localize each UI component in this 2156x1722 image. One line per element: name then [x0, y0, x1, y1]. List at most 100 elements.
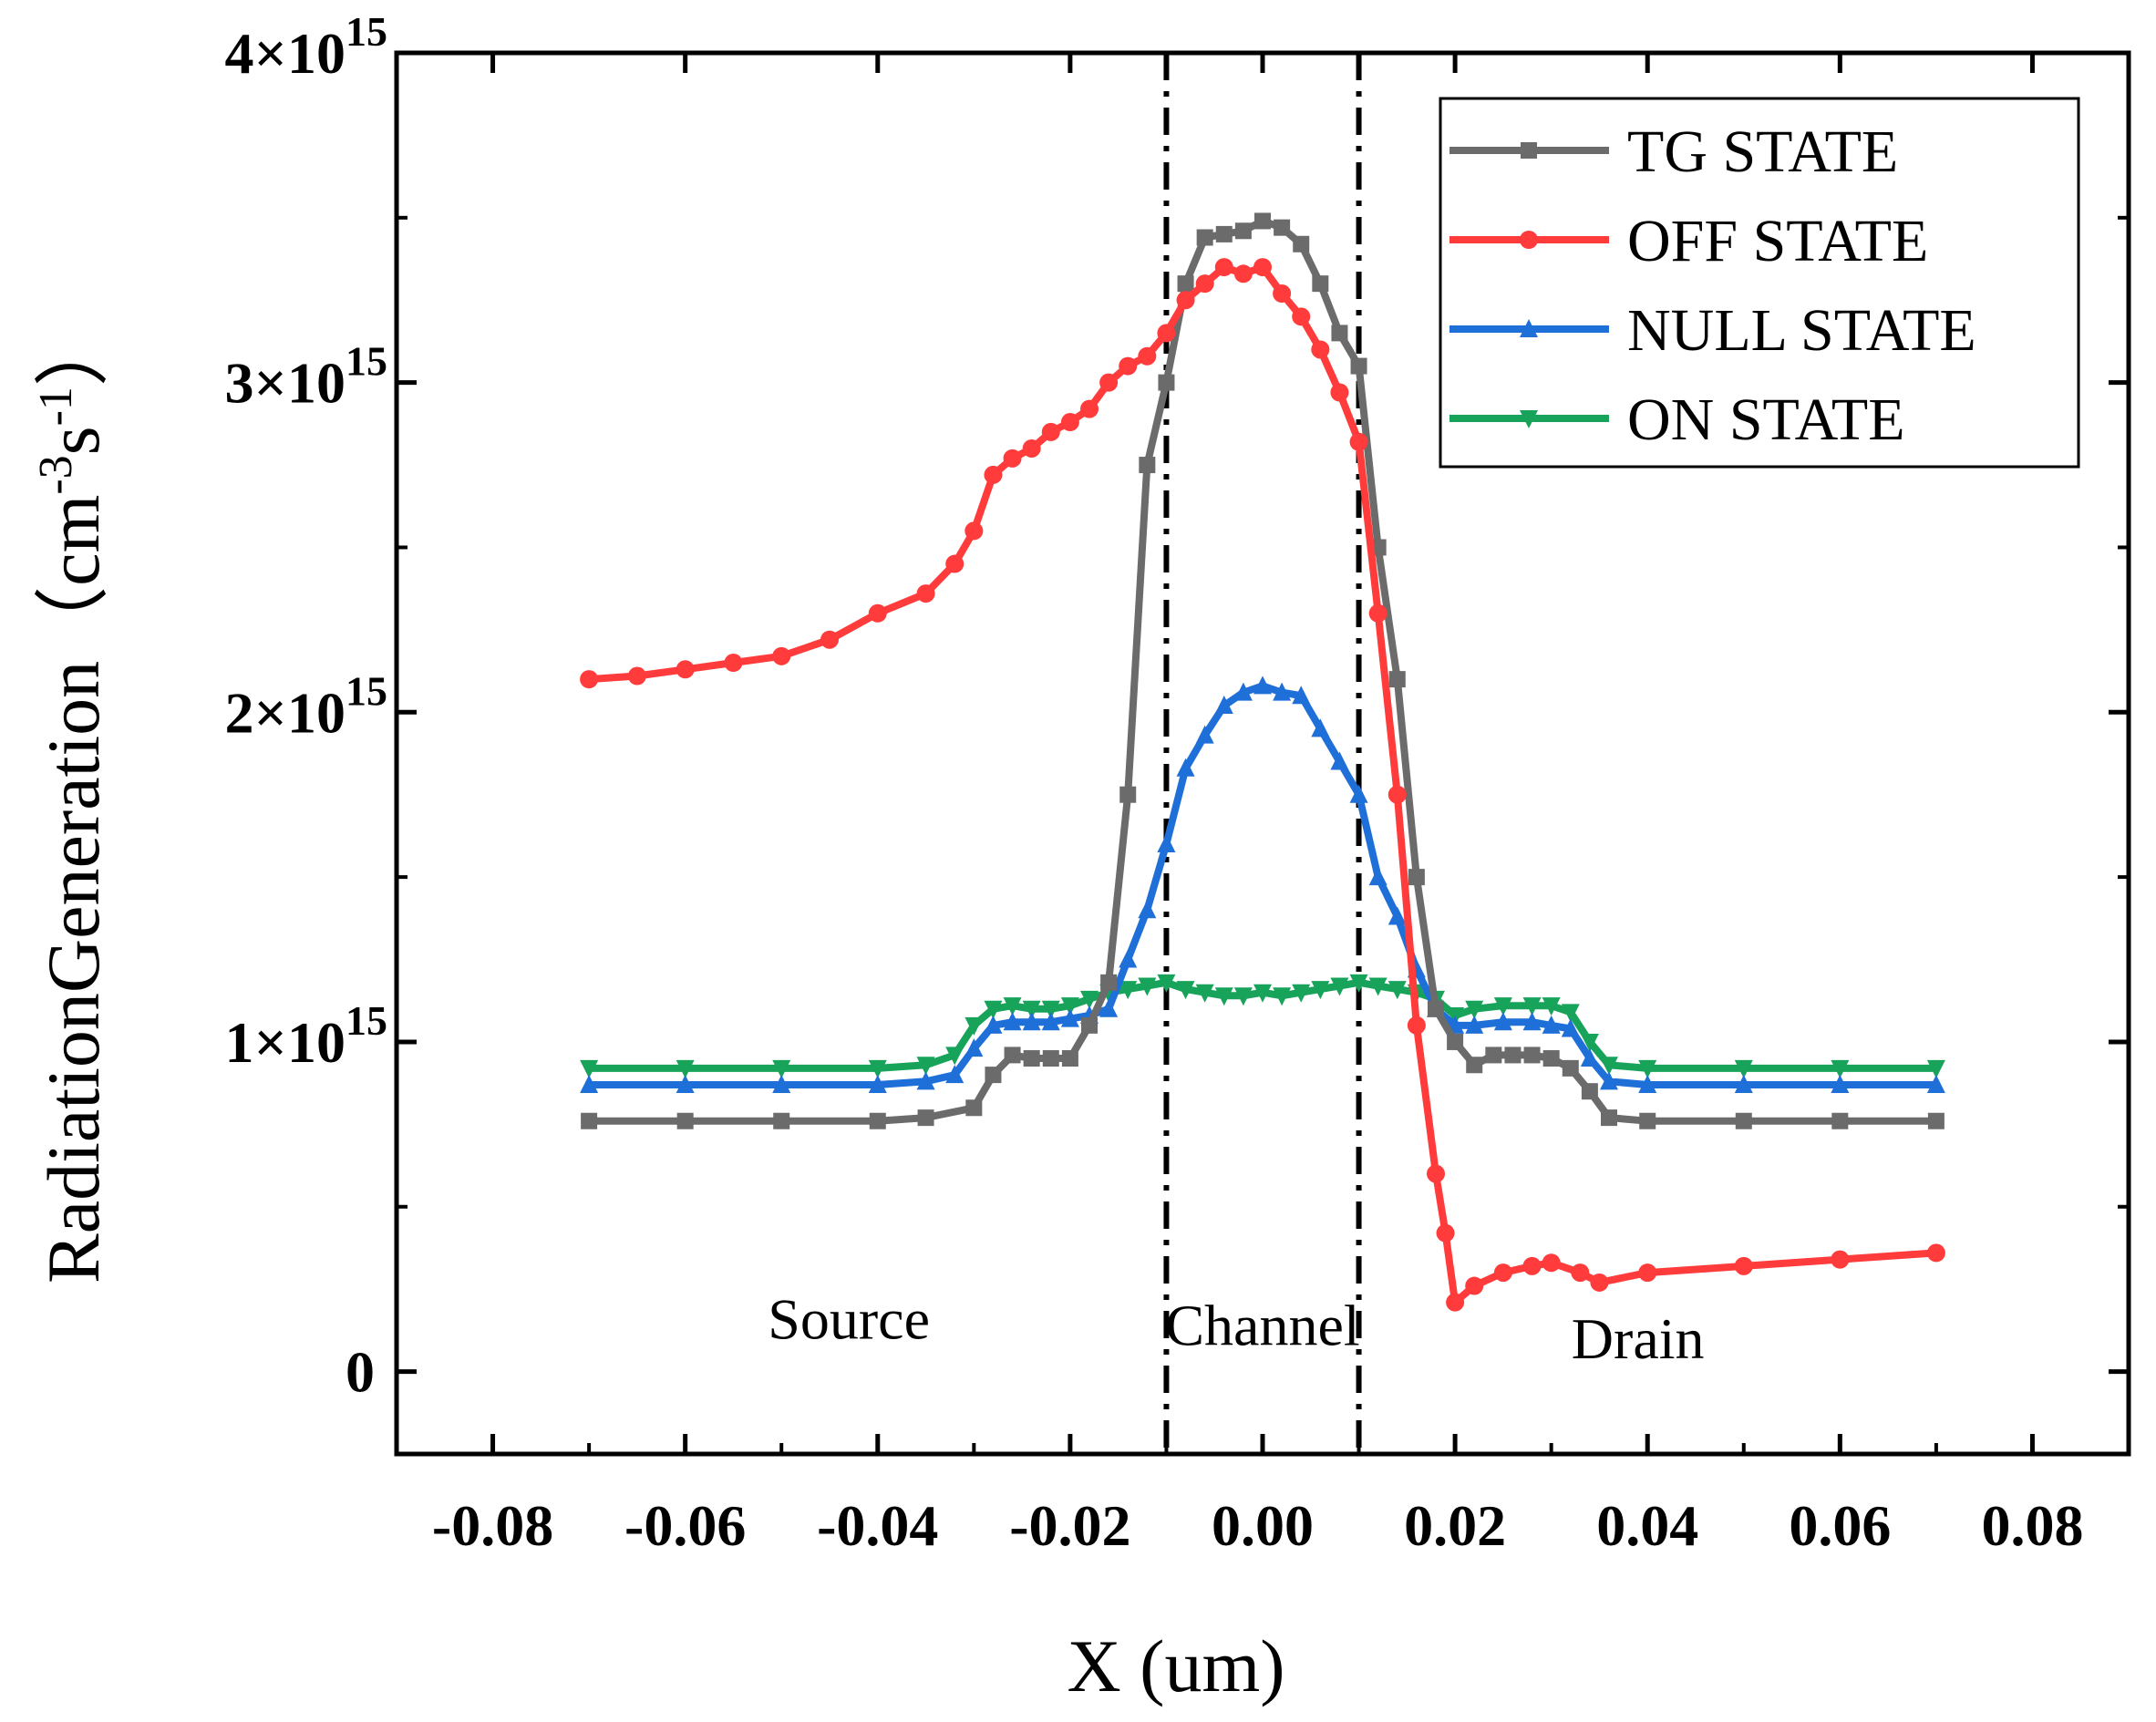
data-point: [1542, 1015, 1561, 1034]
data-point: [1387, 906, 1407, 925]
data-point: [1493, 1012, 1512, 1031]
data-point: [1493, 997, 1512, 1016]
data-point: [1428, 1000, 1444, 1017]
data-point: [1466, 1057, 1483, 1074]
data-point: [1831, 1112, 1849, 1129]
data-point: [1139, 457, 1156, 474]
data-point: [1311, 718, 1330, 737]
data-point: [580, 1074, 599, 1093]
legend-swatch-marker: [1521, 142, 1537, 159]
data-point: [1273, 682, 1292, 701]
x-tick-label: 0.04: [1596, 1493, 1698, 1558]
data-point: [1253, 984, 1272, 1003]
data-point: [1926, 1059, 1945, 1078]
data-point: [1580, 1048, 1599, 1067]
data-point: [1388, 671, 1406, 688]
data-point: [1331, 325, 1348, 342]
data-point: [773, 1112, 790, 1129]
y-tick-label-base: 3×10: [225, 351, 346, 416]
data-point: [676, 660, 695, 679]
data-point: [1831, 1250, 1850, 1269]
data-point: [868, 1059, 887, 1078]
y-axis-title-end: ）: [32, 312, 115, 387]
data-point: [1100, 974, 1118, 991]
data-point: [1099, 373, 1119, 392]
annotation-drain: Drain: [1572, 1306, 1705, 1371]
data-series: [580, 212, 1945, 1312]
data-point: [580, 1059, 599, 1078]
data-point: [1060, 997, 1079, 1016]
data-point: [580, 670, 599, 689]
data-point: [1157, 974, 1176, 993]
data-point: [1522, 997, 1542, 1016]
data-point: [1831, 1059, 1850, 1078]
data-point: [676, 1059, 695, 1078]
data-point: [1293, 235, 1310, 253]
data-point: [1522, 1256, 1542, 1275]
data-point: [1408, 869, 1425, 886]
data-point: [1504, 1047, 1522, 1064]
data-point: [1465, 1276, 1484, 1295]
legend-label: TG STATE: [1627, 119, 1898, 185]
data-point: [1233, 264, 1253, 284]
data-point: [1831, 1074, 1850, 1093]
x-tick-label: -0.04: [817, 1493, 938, 1558]
y-axis-title-sup2: -1: [30, 387, 82, 426]
data-point: [1119, 356, 1138, 376]
legend-item-off-state: OFF STATE: [1449, 208, 1928, 274]
data-point: [945, 1047, 965, 1066]
data-point: [1176, 981, 1195, 1000]
series-tg-state: [581, 212, 1945, 1129]
data-point: [581, 1112, 598, 1129]
data-point: [772, 1059, 791, 1078]
data-point: [1600, 1057, 1618, 1076]
data-point: [1493, 1263, 1512, 1283]
data-point: [1138, 346, 1157, 366]
data-point: [1542, 1050, 1560, 1067]
data-point: [1042, 1050, 1059, 1067]
data-point: [1639, 1112, 1656, 1129]
data-point: [1436, 1223, 1455, 1243]
x-tick-label: 0.06: [1789, 1493, 1891, 1558]
data-point: [1427, 1164, 1445, 1183]
series-null-state: [580, 675, 1945, 1093]
data-point: [1158, 374, 1175, 391]
axis-ticks: -0.08 -0.06 -0.04 -0.02 0.00 0.02 0.04 0.06 0.08…: [225, 8, 2129, 1558]
data-point: [1561, 1004, 1580, 1023]
data-point: [1196, 229, 1213, 246]
data-point: [1273, 284, 1292, 304]
data-point: [984, 465, 1003, 484]
data-point: [1485, 1047, 1502, 1064]
series-off-state: [580, 258, 1945, 1312]
legend-item-null-state: NULL STATE: [1449, 297, 1976, 364]
data-point: [868, 1074, 887, 1093]
data-point: [1330, 383, 1349, 402]
data-point: [1638, 1059, 1657, 1078]
data-point: [917, 1109, 934, 1127]
data-point: [627, 666, 646, 686]
data-point: [1349, 432, 1368, 451]
legend-label: NULL STATE: [1627, 297, 1976, 364]
data-point: [945, 554, 965, 573]
data-point: [916, 1071, 935, 1090]
data-point: [1119, 949, 1138, 968]
data-point: [1233, 682, 1253, 701]
legend-swatch-marker: [1520, 319, 1538, 337]
y-axis-title-mid: s: [32, 426, 115, 455]
data-point: [1638, 1074, 1657, 1093]
data-point: [1350, 357, 1367, 375]
legend-box: [1439, 97, 2080, 469]
legend-label: OFF STATE: [1627, 208, 1928, 274]
data-point: [868, 603, 887, 623]
data-point: [1292, 984, 1311, 1003]
data-point: [1003, 449, 1022, 468]
legend-swatch-marker: [1520, 410, 1538, 428]
x-tick-label: 0.02: [1404, 1493, 1506, 1558]
data-point: [1407, 1016, 1426, 1035]
y-tick-label-exp: 15: [346, 338, 387, 385]
data-point: [1292, 307, 1311, 326]
data-point: [1060, 413, 1079, 432]
data-point: [820, 630, 839, 649]
data-point: [1542, 997, 1561, 1016]
